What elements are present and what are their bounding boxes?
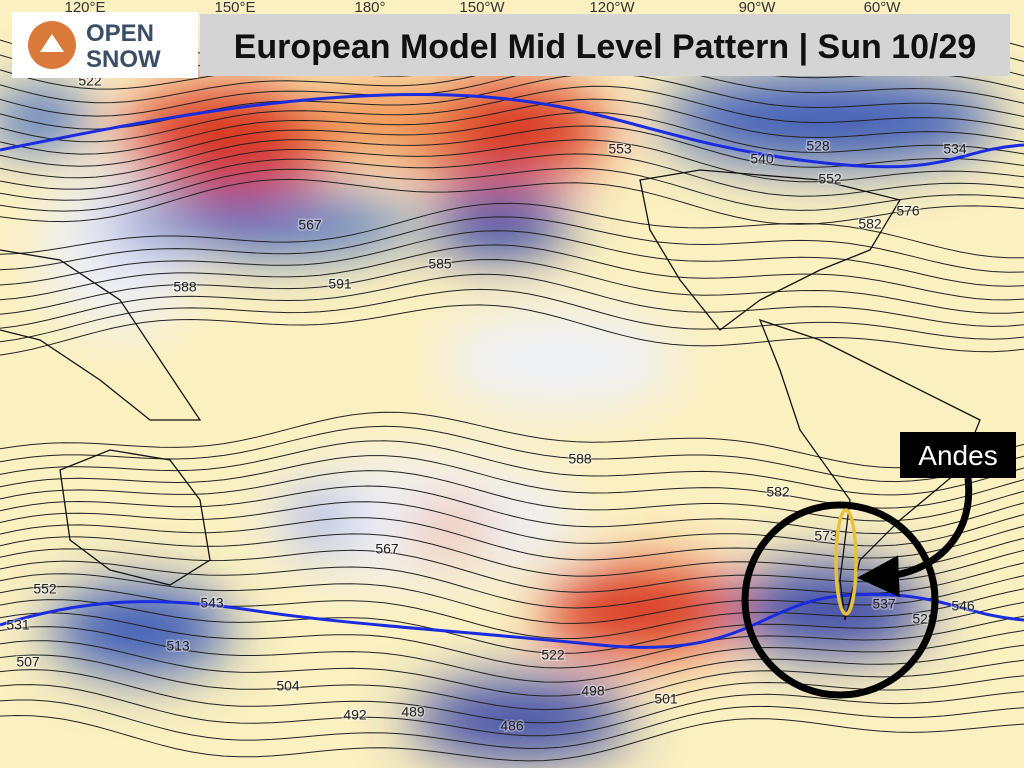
contour-line: [0, 669, 1024, 724]
contour-label: 489: [401, 704, 425, 720]
longitude-label: 120°W: [589, 0, 635, 16]
contour-line: [0, 548, 1024, 593]
contour-line: [0, 202, 1024, 259]
contour-line: [0, 304, 1024, 356]
contour-label: 522: [541, 647, 565, 663]
contour-line: [0, 167, 1024, 212]
contour-label: 588: [568, 451, 592, 467]
contour-line: [0, 244, 1024, 301]
longitude-labels: 120°E 150°E 180° 150°W 120°W 90°W 60°W: [64, 0, 901, 16]
contour-label: 543: [200, 595, 224, 611]
annotation-text: Andes: [918, 440, 997, 471]
contour-line: [0, 517, 1024, 561]
contour-label: 582: [766, 484, 790, 500]
contour-line: [0, 273, 1024, 329]
longitude-label: 150°W: [459, 0, 505, 16]
logo-text: SNOW: [86, 46, 161, 73]
contour-label: 573: [814, 528, 838, 544]
longitude-label: 90°W: [739, 0, 777, 16]
longitude-label: 60°W: [864, 0, 902, 16]
contour-label: 504: [276, 678, 300, 694]
annotation-arrow: [857, 477, 973, 598]
contour-line: [0, 599, 1024, 654]
contour-label: 553: [608, 141, 632, 157]
contour-line: [0, 230, 1024, 287]
contour-line: [0, 258, 1024, 315]
contour-line: [0, 501, 1024, 547]
contour-label: 588: [173, 279, 197, 295]
contour-line: [0, 612, 1024, 669]
contour-labels: 522 553 540 528 534 552 576 582 567 585 591 588 588 5…: [5, 71, 977, 735]
contour-line: [0, 684, 1024, 737]
contour-line: [0, 288, 1024, 343]
contour-label: 552: [33, 581, 57, 597]
contour-label: 486: [500, 718, 524, 734]
contour-label: 498: [581, 683, 605, 699]
contour-label: 540: [750, 151, 774, 167]
contour-line: [0, 60, 1024, 117]
title-box: [200, 14, 1010, 76]
contour-label: 528: [806, 138, 830, 154]
contour-label: 492: [343, 707, 367, 723]
contour-line: [0, 139, 1024, 190]
contour-label: 534: [943, 141, 967, 157]
contour-label: 531: [6, 617, 30, 633]
contour-label: 513: [166, 638, 190, 654]
contour-label: 582: [858, 216, 882, 232]
contour-line: [0, 98, 1024, 155]
annotation-box: [900, 432, 1016, 478]
contour-label: 537: [872, 596, 896, 612]
contour-line: [0, 654, 1024, 711]
logo-text: OPEN: [86, 20, 154, 47]
contour-label: 567: [298, 217, 322, 233]
contour-line: [0, 111, 1024, 167]
contour-line: [0, 178, 1024, 225]
contour-line: [0, 440, 1024, 496]
longitude-label: 150°E: [214, 0, 255, 16]
highlight-circle: [741, 501, 939, 699]
contour-line: [0, 699, 1024, 750]
contour-label: 576: [896, 203, 920, 219]
contour-line: [0, 216, 1024, 273]
reference-contour: [0, 92, 1024, 169]
contour-line: [0, 714, 1024, 762]
contour-line: [0, 411, 1024, 469]
contour-label: 501: [654, 691, 678, 707]
contour-label: 546: [951, 598, 975, 614]
contour-label: 552: [818, 171, 842, 187]
contour-label: 507: [16, 654, 40, 670]
contour-line: [0, 640, 1024, 697]
contour-label: 585: [428, 256, 452, 272]
contour-line: [0, 153, 1024, 201]
title: European Model Mid Level Pattern | Sun 1…: [234, 28, 977, 66]
andes-outline: [834, 508, 858, 616]
contour-line: [0, 425, 1024, 483]
contour-label: 567: [375, 541, 399, 557]
contour-line: [0, 533, 1024, 577]
longitude-label: 180°: [354, 0, 385, 16]
contour-line: [0, 626, 1024, 683]
logo-mountain: [40, 34, 64, 52]
contour-label: 591: [328, 276, 352, 292]
